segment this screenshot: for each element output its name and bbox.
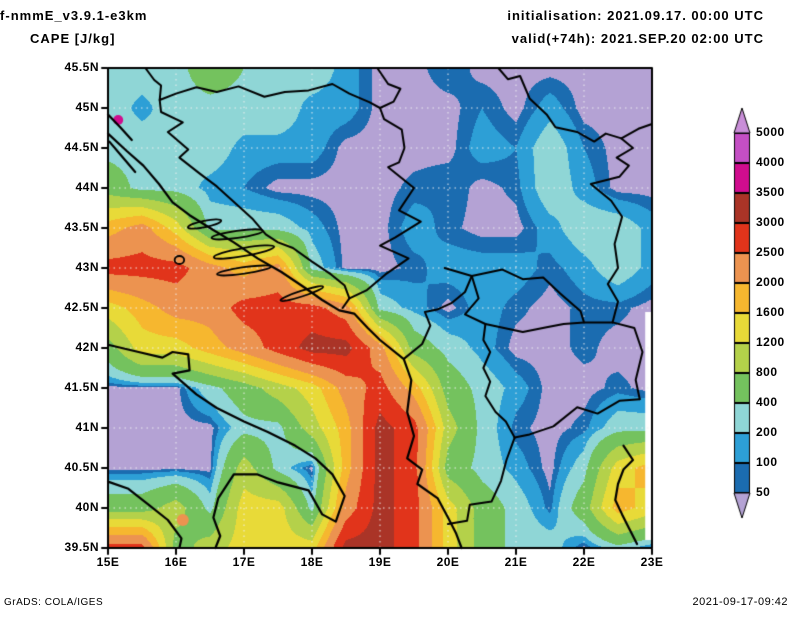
colorbar-canvas xyxy=(732,104,766,524)
lat-tick-label: 41.5N xyxy=(64,380,99,394)
colorbar-tick-label: 2000 xyxy=(756,275,785,289)
colorbar-tick-label: 3500 xyxy=(756,185,785,199)
map-plot xyxy=(100,60,660,556)
cape-map-canvas xyxy=(100,60,660,556)
colorbar-tick-label: 50 xyxy=(756,485,771,499)
lat-tick-label: 44N xyxy=(75,180,99,194)
lat-tick-label: 39.5N xyxy=(64,540,99,554)
model-name: rf-nmmE_v3.9.1-e3km xyxy=(0,8,148,23)
lat-tick-label: 45.5N xyxy=(64,60,99,74)
initialisation-time: initialisation: 2021.09.17. 00:00 UTC xyxy=(507,8,764,23)
grads-credit: GrADS: COLA/IGES xyxy=(4,597,104,608)
creation-timestamp: 2021-09-17-09:42 xyxy=(692,596,788,608)
lat-tick-label: 42N xyxy=(75,340,99,354)
lat-tick-label: 42.5N xyxy=(64,300,99,314)
lon-tick-label: 15E xyxy=(96,555,120,569)
lon-tick-label: 23E xyxy=(640,555,664,569)
lon-tick-label: 21E xyxy=(504,555,528,569)
lon-tick-label: 22E xyxy=(572,555,596,569)
lat-tick-label: 41N xyxy=(75,420,99,434)
lon-tick-label: 20E xyxy=(436,555,460,569)
colorbar-tick-label: 2500 xyxy=(756,245,785,259)
colorbar-tick-label: 400 xyxy=(756,395,778,409)
lon-tick-label: 17E xyxy=(232,555,256,569)
colorbar-tick-label: 1200 xyxy=(756,335,785,349)
lon-tick-label: 18E xyxy=(300,555,324,569)
lat-tick-label: 43.5N xyxy=(64,220,99,234)
lat-tick-label: 40.5N xyxy=(64,460,99,474)
colorbar-tick-label: 5000 xyxy=(756,125,785,139)
colorbar-tick-label: 3000 xyxy=(756,215,785,229)
colorbar-tick-label: 800 xyxy=(756,365,778,379)
variable-name: CAPE [J/kg] xyxy=(30,31,116,46)
colorbar-tick-label: 4000 xyxy=(756,155,785,169)
colorbar-tick-label: 100 xyxy=(756,455,778,469)
lat-tick-label: 40N xyxy=(75,500,99,514)
lon-tick-label: 16E xyxy=(164,555,188,569)
lat-tick-label: 45N xyxy=(75,100,99,114)
lat-tick-label: 44.5N xyxy=(64,140,99,154)
lat-tick-label: 43N xyxy=(75,260,99,274)
colorbar-tick-label: 1600 xyxy=(756,305,785,319)
colorbar-tick-label: 200 xyxy=(756,425,778,439)
valid-time: valid(+74h): 2021.SEP.20 02:00 UTC xyxy=(511,31,764,46)
lon-tick-label: 19E xyxy=(368,555,392,569)
colorbar xyxy=(732,104,766,524)
